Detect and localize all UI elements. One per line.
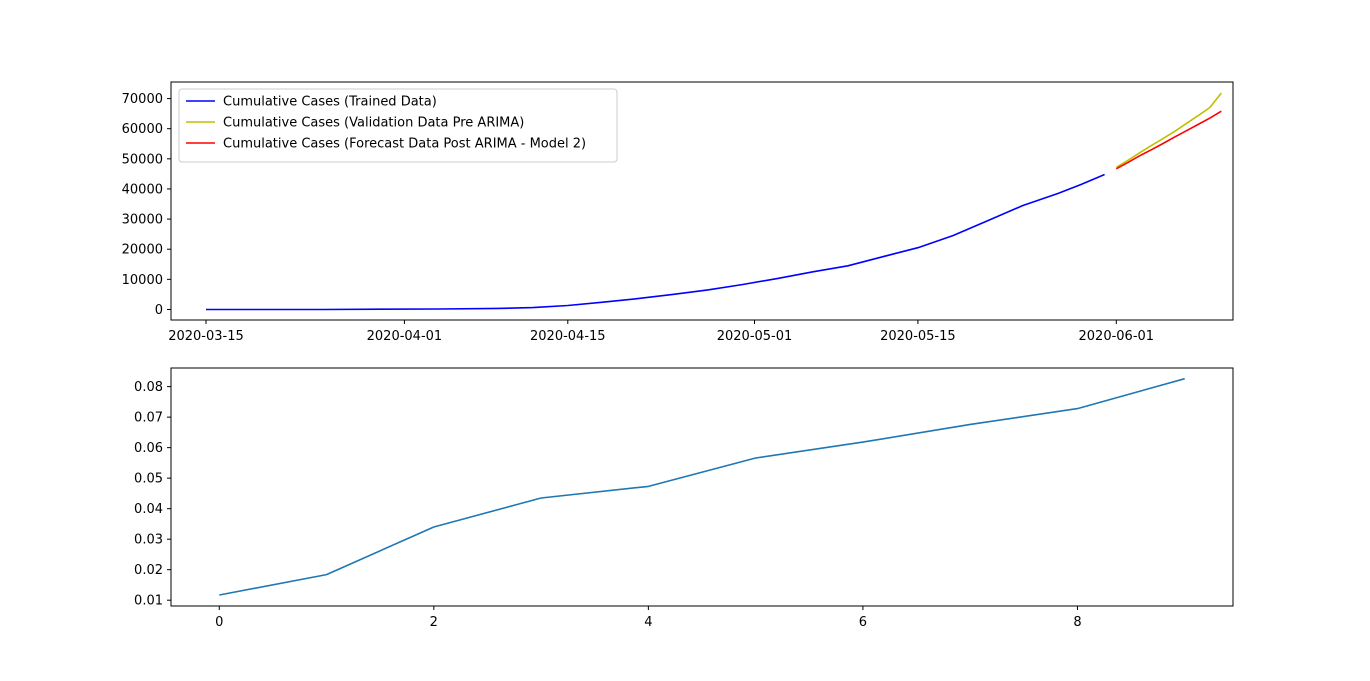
y-tick-label: 10000 <box>122 273 163 288</box>
y-tick-label: 20000 <box>122 243 163 258</box>
axes-frame <box>170 367 1234 607</box>
legend-label: Cumulative Cases (Validation Data Pre AR… <box>223 116 524 131</box>
y-tick-label: 70000 <box>122 92 163 107</box>
series-line-1 <box>206 173 1105 311</box>
x-tick-label: 2020-04-01 <box>367 329 443 344</box>
legend-label: Cumulative Cases (Trained Data) <box>223 95 437 110</box>
x-tick-label: 2 <box>430 615 438 630</box>
x-tick-label: 2020-05-01 <box>717 329 793 344</box>
legend: Cumulative Cases (Trained Data) Cumulativ… <box>178 88 618 163</box>
subplot-2: 0 2 4 6 8 0.01 0.02 0.03 0.04 0.05 0.06 0.07 0.08 <box>134 367 1234 630</box>
y-tick-label: 0.07 <box>134 411 163 426</box>
x-tick-label: 2020-05-15 <box>880 329 956 344</box>
y-tick-label: 0 <box>155 303 163 318</box>
series-line-2 <box>1115 92 1222 168</box>
x-tick-label: 2020-03-15 <box>168 329 244 344</box>
y-tick-label: 0.08 <box>134 380 163 395</box>
legend-label: Cumulative Cases (Forecast Data Post ARI… <box>223 137 586 152</box>
series-line-1 <box>219 377 1185 596</box>
y-tick-label: 0.04 <box>134 502 163 517</box>
legend-box <box>178 88 618 163</box>
x-tick-label: 6 <box>859 615 867 630</box>
y-tick-label: 0.01 <box>134 594 163 609</box>
x-tick-label: 2020-04-15 <box>530 329 606 344</box>
y-tick-label: 0.02 <box>134 563 163 578</box>
y-tick-label: 0.06 <box>134 441 163 456</box>
axes-frame <box>170 81 1234 321</box>
subplot-1: 2020-03-15 2020-04-01 2020-04-15 2020-05-01… <box>122 81 1234 344</box>
x-tick-label: 2020-06-01 <box>1079 329 1155 344</box>
x-tick-label: 4 <box>644 615 652 630</box>
series-line-3 <box>1115 110 1222 170</box>
y-tick-label: 40000 <box>122 182 163 197</box>
y-tick-label: 0.03 <box>134 533 163 548</box>
x-tick-label: 8 <box>1073 615 1081 630</box>
y-tick-label: 0.05 <box>134 472 163 487</box>
y-tick-label: 60000 <box>122 122 163 137</box>
x-tick-label: 0 <box>215 615 223 630</box>
y-tick-label: 50000 <box>122 152 163 167</box>
y-tick-label: 30000 <box>122 213 163 228</box>
